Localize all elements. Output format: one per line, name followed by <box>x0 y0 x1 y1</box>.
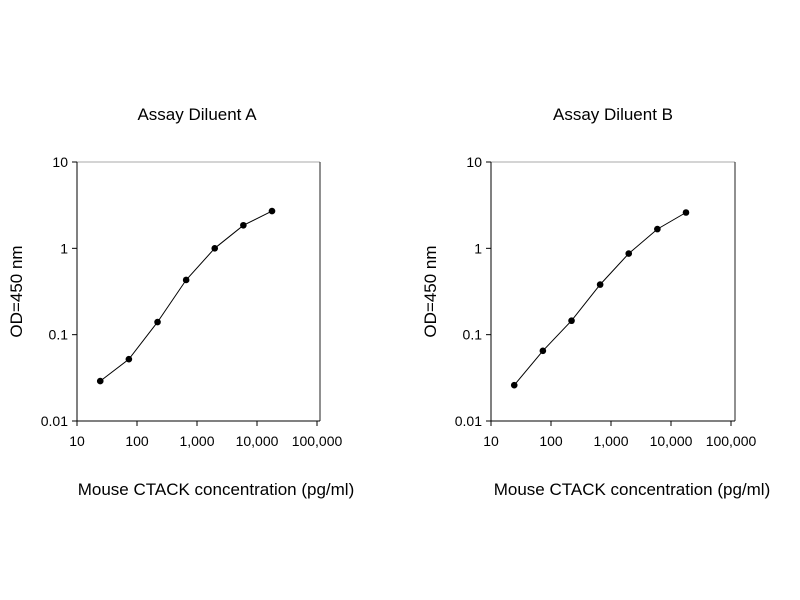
x-tick-label: 1,000 <box>179 433 214 449</box>
data-point <box>240 221 247 229</box>
x-tick-label: 1,000 <box>593 433 628 449</box>
y-axis-label: OD=450 nm <box>7 245 26 337</box>
y-tick-label: 1 <box>474 240 482 256</box>
y-tick-label: 0.1 <box>49 327 69 343</box>
x-tick-label: 10 <box>69 433 85 449</box>
y-tick-label: 10 <box>466 154 482 170</box>
y-tick-label: 10 <box>52 154 68 170</box>
data-point <box>682 209 690 216</box>
data-point <box>96 377 104 385</box>
y-tick-label: 0.01 <box>41 413 68 429</box>
data-point <box>268 207 276 215</box>
x-tick-label: 100 <box>125 433 149 449</box>
x-axis-label: Mouse CTACK concentration (pg/ml) <box>494 480 771 499</box>
x-tick-label: 100,000 <box>292 433 343 449</box>
data-point <box>510 381 518 389</box>
x-tick-label: 100,000 <box>706 433 757 449</box>
data-point <box>596 281 604 288</box>
series-line <box>513 212 687 386</box>
chart-title: Assay Diluent B <box>553 105 673 124</box>
series-line <box>99 210 273 382</box>
data-point <box>568 317 575 325</box>
data-point <box>539 347 547 355</box>
data-point <box>211 245 219 252</box>
y-tick-label: 1 <box>60 240 68 256</box>
chart-title: Assay Diluent A <box>137 105 257 124</box>
y-tick-label: 0.01 <box>455 413 482 429</box>
chart-a: Assay Diluent A 0.01 0.1 1 10 10 100 1,000 10,00… <box>7 105 354 499</box>
x-tick-label: 10 <box>483 433 499 449</box>
data-point <box>654 225 661 233</box>
x-axis-label: Mouse CTACK concentration (pg/ml) <box>78 480 355 499</box>
x-tick-label: 10,000 <box>236 433 279 449</box>
data-point <box>625 250 633 257</box>
x-tick-label: 100 <box>539 433 563 449</box>
data-point <box>154 318 161 326</box>
chart-b: Assay Diluent B 0.01 0.1 1 10 10 100 1,000 10,00… <box>421 105 770 499</box>
y-tick-label: 0.1 <box>463 327 483 343</box>
y-axis-label: OD=450 nm <box>421 245 440 337</box>
x-tick-label: 10,000 <box>650 433 693 449</box>
data-point <box>125 355 133 363</box>
data-point <box>182 276 190 284</box>
